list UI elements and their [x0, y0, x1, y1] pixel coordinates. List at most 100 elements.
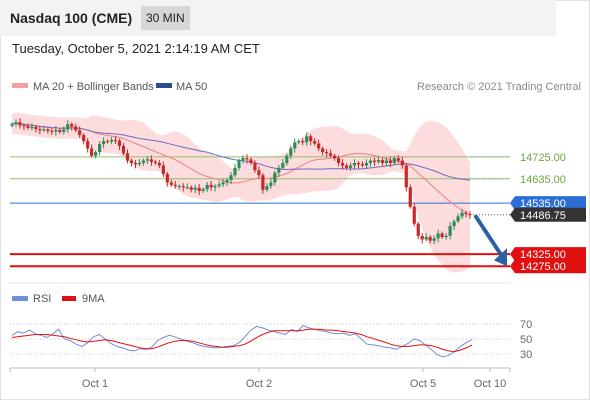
candle-body — [265, 186, 269, 190]
candle-body — [289, 148, 293, 156]
x-tick-label: Oct 2 — [246, 378, 272, 390]
candle-body — [269, 182, 273, 187]
candle-body — [94, 152, 98, 156]
ma50-line — [11, 122, 471, 181]
candle-body — [460, 212, 464, 217]
candle-body — [400, 160, 404, 166]
candle-body — [277, 167, 281, 173]
level-tag-support: 14325.00 — [510, 247, 586, 262]
forecast-arrow-shaft — [474, 214, 504, 259]
candle-body — [201, 189, 205, 191]
candle-body — [424, 237, 428, 240]
candle-body — [90, 148, 94, 156]
candle-body — [185, 187, 189, 189]
candle-body — [193, 187, 197, 190]
candle-body — [129, 160, 134, 163]
candle-body — [436, 233, 440, 239]
bollinger-legend-label: MA 20 + Bollinger Bands — [33, 81, 154, 93]
candle-body — [30, 127, 34, 129]
forecast-arrow-head — [494, 248, 507, 267]
candle-body — [217, 184, 221, 187]
rsi-legend-label: RSI — [33, 293, 51, 305]
instrument-title: Nasdaq 100 (CME) — [10, 10, 133, 26]
level-label-resistance: 14635.00 — [520, 174, 566, 186]
candle-body — [420, 235, 424, 240]
candle-body — [249, 159, 253, 163]
candle-body — [38, 129, 42, 131]
candle-body — [301, 141, 305, 143]
candle-body — [297, 141, 301, 143]
candle-body — [416, 223, 420, 236]
forecast-arrow — [474, 214, 507, 267]
candle-body — [213, 186, 217, 188]
level-tag-support: 14275.00 — [510, 259, 586, 274]
bollinger-legend-swatch — [12, 83, 28, 88]
candle-body — [58, 129, 62, 132]
candle-body — [285, 155, 289, 163]
candle-body — [376, 160, 380, 162]
timestamp: Tuesday, October 5, 2021 2:14:19 AM CET — [12, 41, 260, 56]
level-tag-text: 14275.00 — [520, 261, 566, 273]
candle-body — [412, 206, 416, 224]
candle-body — [452, 221, 456, 227]
candle-body — [388, 160, 392, 163]
candle-body — [10, 124, 14, 126]
ma50-legend-label: MA 50 — [176, 81, 207, 93]
candle-body — [82, 135, 86, 142]
candle-body — [364, 163, 369, 166]
candle-body — [225, 180, 229, 183]
level-tag-text: 14325.00 — [520, 249, 566, 261]
candle-body — [245, 158, 249, 160]
candle-body — [26, 126, 30, 128]
candle-body — [273, 172, 277, 183]
candle-body — [121, 146, 126, 154]
candle-body — [404, 165, 408, 188]
candle-body — [161, 165, 165, 174]
candle-body — [321, 148, 325, 153]
rsi-tick-label: 50 — [520, 334, 532, 346]
level-tag-text: 14535.00 — [520, 198, 566, 210]
candle-body — [141, 160, 146, 163]
ma50-legend-swatch — [156, 83, 172, 88]
interval-badge[interactable]: 30 MIN — [141, 6, 190, 30]
candle-body — [372, 160, 377, 162]
candle-body — [305, 136, 309, 143]
candle-body — [169, 182, 173, 185]
candle-body — [197, 187, 201, 191]
candle-body — [309, 136, 313, 142]
rsi-ma-line — [11, 328, 473, 353]
bollinger-band — [12, 112, 470, 273]
candle-body — [209, 184, 213, 188]
level-tag-box — [510, 259, 586, 274]
candle-body — [257, 170, 261, 176]
candle-body — [74, 126, 78, 131]
candle-body — [221, 182, 225, 185]
level-tag-pivot: 14535.00 — [510, 196, 586, 211]
candle-body — [22, 125, 26, 127]
candle-body — [344, 165, 349, 168]
candle-body — [360, 164, 365, 166]
candle-body — [78, 130, 82, 136]
last-price-box — [510, 207, 586, 222]
candle-body — [70, 124, 74, 127]
candle-body — [348, 165, 353, 168]
rsi-tick-label: 70 — [520, 319, 532, 331]
credit-text: Research © 2021 Trading Central — [417, 81, 581, 93]
header-bar: Nasdaq 100 (CME) 30 MIN — [0, 0, 556, 36]
candle-body — [86, 141, 90, 149]
last-price-tag: 14486.75 — [510, 207, 586, 222]
candle-body — [281, 163, 285, 168]
last-price-text: 14486.75 — [520, 210, 566, 222]
x-tick-label: Oct 1 — [82, 378, 108, 390]
candle-body — [18, 122, 22, 126]
rsi-tick-label: 30 — [520, 349, 532, 361]
candle-body — [109, 139, 114, 142]
candle-body — [137, 163, 142, 165]
candle-body — [332, 155, 337, 159]
candle-body — [241, 158, 245, 161]
candle-body — [177, 186, 181, 188]
candle-body — [42, 129, 46, 131]
candle-body — [229, 175, 233, 180]
candle-body — [392, 158, 396, 163]
